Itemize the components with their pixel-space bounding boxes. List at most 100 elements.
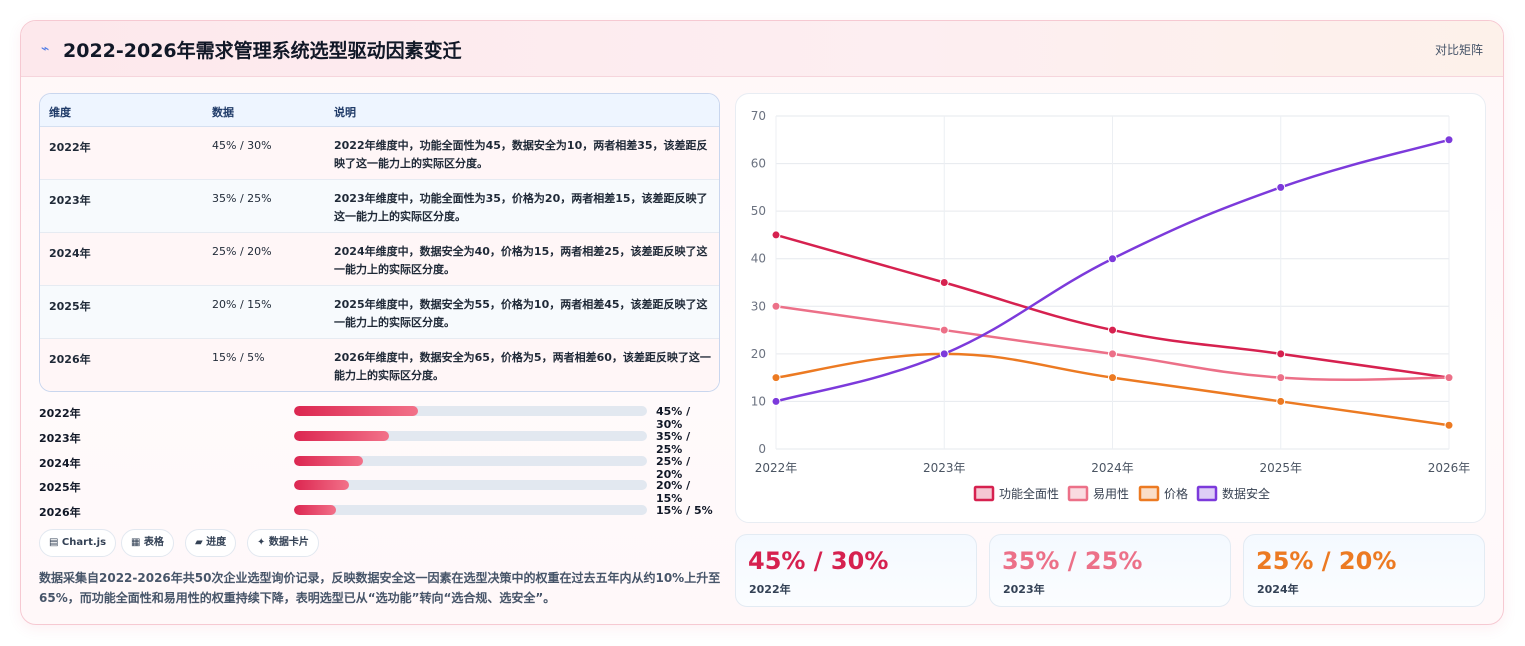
row-data: 15% / 5%: [212, 351, 265, 364]
progress-label: 2023年: [39, 431, 81, 445]
chart-card: 0 10 20 30 40 50 60 70 2022年 2023年 2024年 2025年 2026年…: [735, 93, 1486, 523]
compare-matrix-link[interactable]: 对比矩阵: [1434, 43, 1483, 57]
dashboard-card: ⌁ 2022-2026年需求管理系统选型驱动因素变迁 对比矩阵 维度 数据 说明…: [20, 20, 1504, 625]
y-tick-label: 30: [751, 299, 766, 313]
progress-value: 25% / 20%: [656, 454, 691, 481]
table-row: 2024年 25% / 20% 2024年维度中，数据安全为40，价格为15，两…: [40, 233, 719, 286]
progress-track: [294, 480, 647, 491]
legend-swatch: [1138, 485, 1160, 502]
progress-fill: [294, 505, 336, 516]
legend-swatch: [1196, 485, 1218, 502]
data-point: [1444, 373, 1454, 383]
data-point: [771, 373, 781, 383]
progress-track: [294, 430, 647, 441]
progress-label: 2024年: [39, 456, 81, 470]
column-header-dimension: 维度: [49, 106, 71, 119]
progress-row: 2022年 45% / 30%: [39, 403, 720, 431]
data-point: [939, 325, 949, 335]
progress-fill: [294, 430, 390, 441]
row-data: 45% / 30%: [212, 139, 272, 152]
data-point: [771, 230, 781, 240]
row-data: 25% / 20%: [212, 245, 272, 258]
data-point: [1276, 373, 1286, 383]
stat-card: 35% / 25% 2023年: [989, 534, 1231, 607]
row-data: 20% / 15%: [212, 298, 272, 311]
row-dimension: 2022年: [49, 141, 91, 154]
row-dimension: 2025年: [49, 300, 91, 313]
data-point: [939, 278, 949, 287]
y-tick-label: 60: [751, 157, 766, 171]
row-description: 2026年维度中，数据安全为65，价格为5，两者相差60，该差距反映了这一能力上…: [334, 351, 711, 382]
progress-fill: [294, 406, 418, 416]
data-point: [771, 301, 781, 311]
row-dimension: 2026年: [49, 353, 91, 366]
row-dimension: 2024年: [49, 247, 91, 260]
table-row: 2026年 15% / 5% 2026年维度中，数据安全为65，价格为5，两者相…: [40, 339, 719, 391]
legend-label: 易用性: [1093, 487, 1129, 501]
stat-label: 2022年: [749, 583, 791, 596]
y-tick-label: 50: [751, 204, 766, 218]
data-point: [1444, 135, 1454, 145]
progress-label: 2026年: [39, 506, 81, 520]
legend-label: 数据安全: [1222, 486, 1270, 501]
data-point: [1108, 349, 1117, 359]
data-point: [1276, 349, 1286, 359]
legend-swatch: [973, 485, 995, 502]
progress-row: 2023年 35% / 25%: [39, 428, 720, 456]
legend-label: 价格: [1164, 486, 1188, 501]
data-point: [1108, 325, 1117, 335]
progress-track: [294, 406, 647, 416]
stat-label: 2023年: [1003, 583, 1045, 596]
progress-label: 2022年: [39, 407, 81, 420]
stat-card: 45% / 30% 2022年: [735, 534, 977, 607]
y-tick-label: 20: [751, 347, 766, 361]
progress-track: [294, 455, 647, 466]
row-description: 2023年维度中，功能全面性为35，价格为20，两者相差15，该差距反映了这一能…: [334, 192, 708, 223]
data-point: [1108, 373, 1117, 383]
chip-chartjs[interactable]: ▤ Chart.js: [39, 529, 117, 557]
table-header: 维度 数据 说明: [40, 94, 719, 127]
x-tick-label: 2025年: [1259, 461, 1302, 475]
row-dimension: 2023年: [49, 194, 91, 207]
sparkline-icon: ⌁: [41, 41, 50, 57]
page-title: 2022-2026年需求管理系统选型驱动因素变迁: [63, 40, 462, 62]
stat-value: 35% / 25%: [1002, 547, 1143, 575]
line-chart: 0 10 20 30 40 50 60 70 2022年 2023年 2024年 2025年 2026年…: [751, 109, 1471, 502]
card-header: ⌁ 2022-2026年需求管理系统选型驱动因素变迁 对比矩阵: [21, 21, 1503, 77]
x-tick-label: 2023年: [923, 461, 966, 475]
table-row: 2022年 45% / 30% 2022年维度中，功能全面性为45，数据安全为1…: [40, 127, 719, 180]
table-row: 2025年 20% / 15% 2025年维度中，数据安全为55，价格为10，两…: [40, 286, 719, 339]
data-table: 维度 数据 说明 2022年 45% / 30% 2022年维度中，功能全面性为…: [39, 93, 720, 392]
y-tick-label: 40: [751, 252, 766, 266]
y-tick-label: 10: [751, 394, 766, 408]
data-point: [1108, 254, 1117, 264]
stat-value: 25% / 20%: [1256, 547, 1397, 575]
data-point: [1276, 182, 1286, 192]
progress-row: 2025年 20% / 15%: [39, 477, 720, 505]
legend-swatch: [1067, 485, 1089, 502]
progress-row: 2026年 15% / 5%: [39, 502, 720, 527]
y-tick-label: 70: [751, 109, 766, 123]
row-description: 2024年维度中，数据安全为40，价格为15，两者相差25，该差距反映了这一能力…: [334, 245, 708, 276]
chip-progress[interactable]: ▰ 进度: [185, 529, 237, 557]
y-tick-label: 0: [758, 442, 766, 456]
progress-list: 2022年 45% / 30% 2023年 35% / 25% 2024年 25…: [39, 403, 720, 527]
progress-fill: [294, 455, 363, 466]
data-point: [771, 396, 781, 406]
row-data: 35% / 25%: [212, 192, 272, 205]
progress-track: [294, 505, 647, 516]
column-header-data: 数据: [212, 106, 234, 119]
column-header-description: 说明: [334, 106, 356, 119]
progress-fill: [294, 480, 350, 491]
data-note: 数据采集自2022-2026年共50次企业选型询价记录，反映数据安全这一因素在选…: [39, 571, 721, 605]
stat-label: 2024年: [1257, 583, 1299, 596]
progress-row: 2024年 25% / 20%: [39, 453, 720, 481]
progress-value: 35% / 25%: [656, 429, 691, 456]
stat-value: 45% / 30%: [748, 547, 889, 575]
progress-label: 2025年: [39, 481, 81, 495]
x-tick-label: 2022年: [755, 461, 798, 475]
chip-data-cards[interactable]: ✦ 数据卡片: [247, 529, 319, 557]
chip-table[interactable]: ▦ 表格: [121, 529, 174, 557]
table-row: 2023年 35% / 25% 2023年维度中，功能全面性为35，价格为20，…: [40, 180, 719, 233]
x-tick-label: 2026年: [1428, 461, 1471, 475]
